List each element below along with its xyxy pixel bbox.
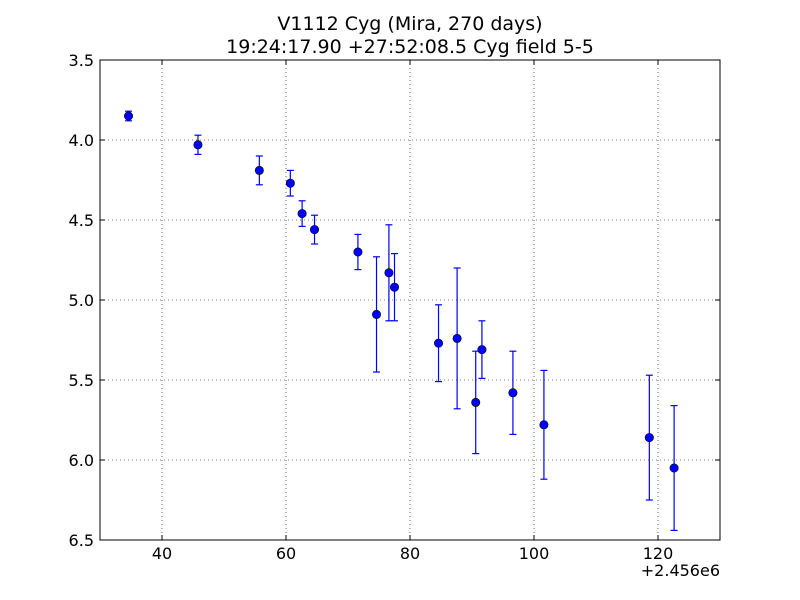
x-tick-label: 40 bbox=[152, 544, 172, 563]
x-tick-label: 100 bbox=[519, 544, 550, 563]
point-marker bbox=[508, 388, 518, 398]
data-point bbox=[539, 369, 549, 480]
point-marker bbox=[389, 282, 399, 292]
point-marker bbox=[124, 111, 134, 121]
data-point bbox=[353, 233, 363, 271]
data-point bbox=[434, 304, 444, 383]
data-point bbox=[372, 256, 382, 373]
point-marker bbox=[384, 268, 394, 278]
data-point bbox=[310, 214, 320, 245]
x-tick-label: 80 bbox=[400, 544, 420, 563]
point-marker bbox=[353, 247, 363, 257]
chart-subtitle: 19:24:17.90 +27:52:08.5 Cyg field 5-5 bbox=[226, 36, 594, 58]
y-tick-label: 5.0 bbox=[69, 291, 94, 310]
point-marker bbox=[452, 333, 462, 343]
point-marker bbox=[285, 178, 295, 188]
point-marker bbox=[372, 309, 382, 319]
point-marker bbox=[254, 165, 264, 175]
grid-lines bbox=[100, 60, 720, 540]
y-tick-label: 6.5 bbox=[69, 531, 94, 550]
data-point bbox=[452, 267, 462, 410]
y-tick-label: 4.5 bbox=[69, 211, 94, 230]
y-tick-label: 4.0 bbox=[69, 131, 94, 150]
data-point bbox=[644, 374, 654, 501]
point-marker bbox=[297, 209, 307, 219]
data-point bbox=[508, 350, 518, 435]
data-point bbox=[669, 405, 679, 532]
data-point bbox=[477, 320, 487, 379]
data-point bbox=[193, 134, 203, 155]
plot-frame bbox=[99, 59, 721, 541]
point-marker bbox=[669, 463, 679, 473]
chart-title: V1112 Cyg (Mira, 270 days) bbox=[277, 13, 542, 35]
y-tick-label: 5.5 bbox=[69, 371, 94, 390]
y-axis: 3.5 4.0 4.5 5.0 5.5 6.0 6.5 bbox=[69, 51, 720, 550]
x-tick-label: 120 bbox=[643, 544, 674, 563]
data-point bbox=[285, 169, 295, 197]
point-marker bbox=[539, 420, 549, 430]
x-axis: 40 60 80 100 120 bbox=[152, 60, 673, 563]
data-point bbox=[297, 200, 307, 227]
point-marker bbox=[477, 345, 487, 355]
point-marker bbox=[434, 338, 444, 348]
x-offset-label: +2.456e6 bbox=[641, 561, 720, 580]
data-point bbox=[124, 110, 134, 122]
point-marker bbox=[193, 140, 203, 150]
point-marker bbox=[471, 397, 481, 407]
y-tick-label: 3.5 bbox=[69, 51, 94, 70]
point-marker bbox=[644, 433, 654, 443]
data-point bbox=[471, 350, 481, 455]
x-tick-label: 60 bbox=[276, 544, 296, 563]
y-tick-label: 6.0 bbox=[69, 451, 94, 470]
point-marker bbox=[310, 225, 320, 235]
data-point bbox=[254, 155, 264, 186]
data-point bbox=[389, 253, 399, 322]
data-series bbox=[124, 110, 679, 532]
